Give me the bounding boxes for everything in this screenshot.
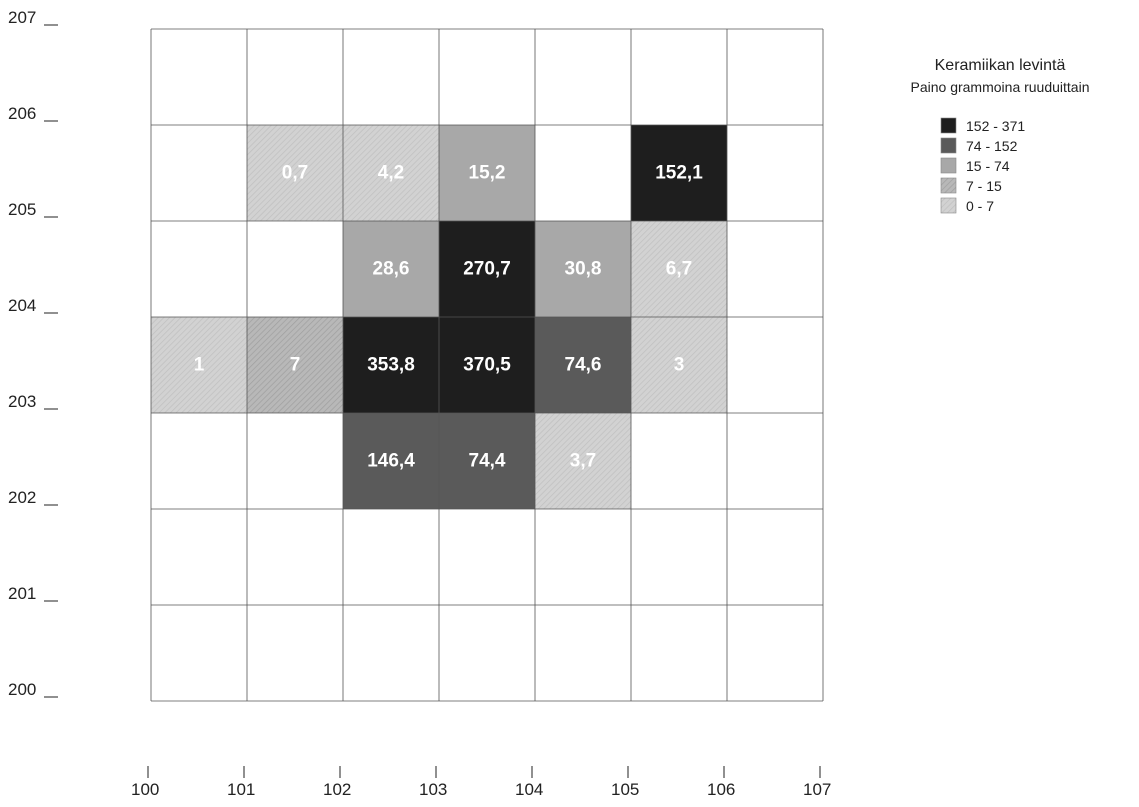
heatmap-cell (343, 125, 439, 221)
x-tick-label: 107 (803, 780, 831, 799)
cell-value-label: 74,4 (469, 451, 506, 472)
x-tick-label: 104 (515, 780, 543, 799)
cell-value-label: 7 (290, 355, 301, 376)
y-tick-label: 205 (8, 200, 36, 219)
cell-value-label: 0,7 (282, 163, 308, 184)
heatmap-cell (439, 413, 535, 509)
cell-value-label: 370,5 (463, 355, 511, 376)
legend-swatch (940, 157, 957, 174)
heatmap-cell (631, 317, 727, 413)
cell-value-label: 28,6 (373, 259, 410, 280)
heatmap-cell (631, 221, 727, 317)
cell-value-label: 30,8 (565, 259, 602, 280)
legend: Keramiikan levintä Paino grammoina ruudu… (911, 57, 1090, 214)
legend-swatch (940, 117, 957, 134)
x-tick-label: 101 (227, 780, 255, 799)
y-tick-label: 206 (8, 104, 36, 123)
heatmap-cell (247, 125, 343, 221)
legend-label: 15 - 74 (966, 158, 1010, 174)
y-tick-label: 207 (8, 8, 36, 27)
grid-lines (150, 28, 824, 702)
cell-value-label: 4,2 (378, 163, 404, 184)
heatmap-cell (439, 221, 535, 317)
cell-value-label: 3 (674, 355, 685, 376)
cell-value-label: 1 (194, 355, 205, 376)
cell-value-label: 15,2 (469, 163, 506, 184)
y-axis-ticks: 200 201 202 203 204 205 206 207 (8, 8, 58, 699)
y-tick-label: 203 (8, 392, 36, 411)
heatmap-cell (343, 221, 439, 317)
heatmap-cell (631, 125, 727, 221)
y-tick-label: 204 (8, 296, 36, 315)
cell-value-label: 353,8 (367, 355, 415, 376)
x-tick-label: 105 (611, 780, 639, 799)
legend-subtitle: Paino grammoina ruuduittain (911, 79, 1090, 95)
legend-label: 152 - 371 (966, 118, 1025, 134)
x-tick-label: 100 (131, 780, 159, 799)
cell-value-label: 6,7 (666, 259, 692, 280)
x-tick-label: 102 (323, 780, 351, 799)
y-tick-label: 201 (8, 584, 36, 603)
cell-value-label: 74,6 (565, 355, 602, 376)
cell-value-label: 270,7 (463, 259, 511, 280)
x-axis-ticks: 100 101 102 103 104 105 106 107 (131, 766, 831, 799)
legend-label: 74 - 152 (966, 138, 1018, 154)
heatmap-cells (151, 125, 727, 509)
heatmap-cell (247, 317, 343, 413)
y-tick-label: 200 (8, 680, 36, 699)
heatmap-cell (535, 413, 631, 509)
legend-label: 0 - 7 (966, 198, 994, 214)
cell-value-labels: 0,7 4,2 15,2 152,128,6 270,7 30,8 6,71 7 353,8 37… (194, 163, 703, 472)
x-tick-label: 106 (707, 780, 735, 799)
cell-value-label: 146,4 (367, 451, 415, 472)
legend-title: Keramiikan levintä (935, 57, 1066, 74)
y-tick-label: 202 (8, 488, 36, 507)
x-tick-label: 103 (419, 780, 447, 799)
legend-swatch (940, 177, 957, 194)
heatmap-cell (343, 317, 439, 413)
heatmap-cell (151, 317, 247, 413)
cell-value-label: 3,7 (570, 451, 596, 472)
legend-items: 152 - 371 74 - 152 15 - 74 7 - 15 0 - 7 (940, 117, 1025, 214)
heatmap-cell (535, 317, 631, 413)
cell-value-label: 152,1 (655, 163, 703, 184)
legend-label: 7 - 15 (966, 178, 1002, 194)
heatmap-cell (535, 221, 631, 317)
legend-swatch (940, 137, 957, 154)
legend-swatch (940, 197, 957, 214)
heatmap-cell (439, 317, 535, 413)
heatmap-cell (343, 413, 439, 509)
heatmap-cell (439, 125, 535, 221)
